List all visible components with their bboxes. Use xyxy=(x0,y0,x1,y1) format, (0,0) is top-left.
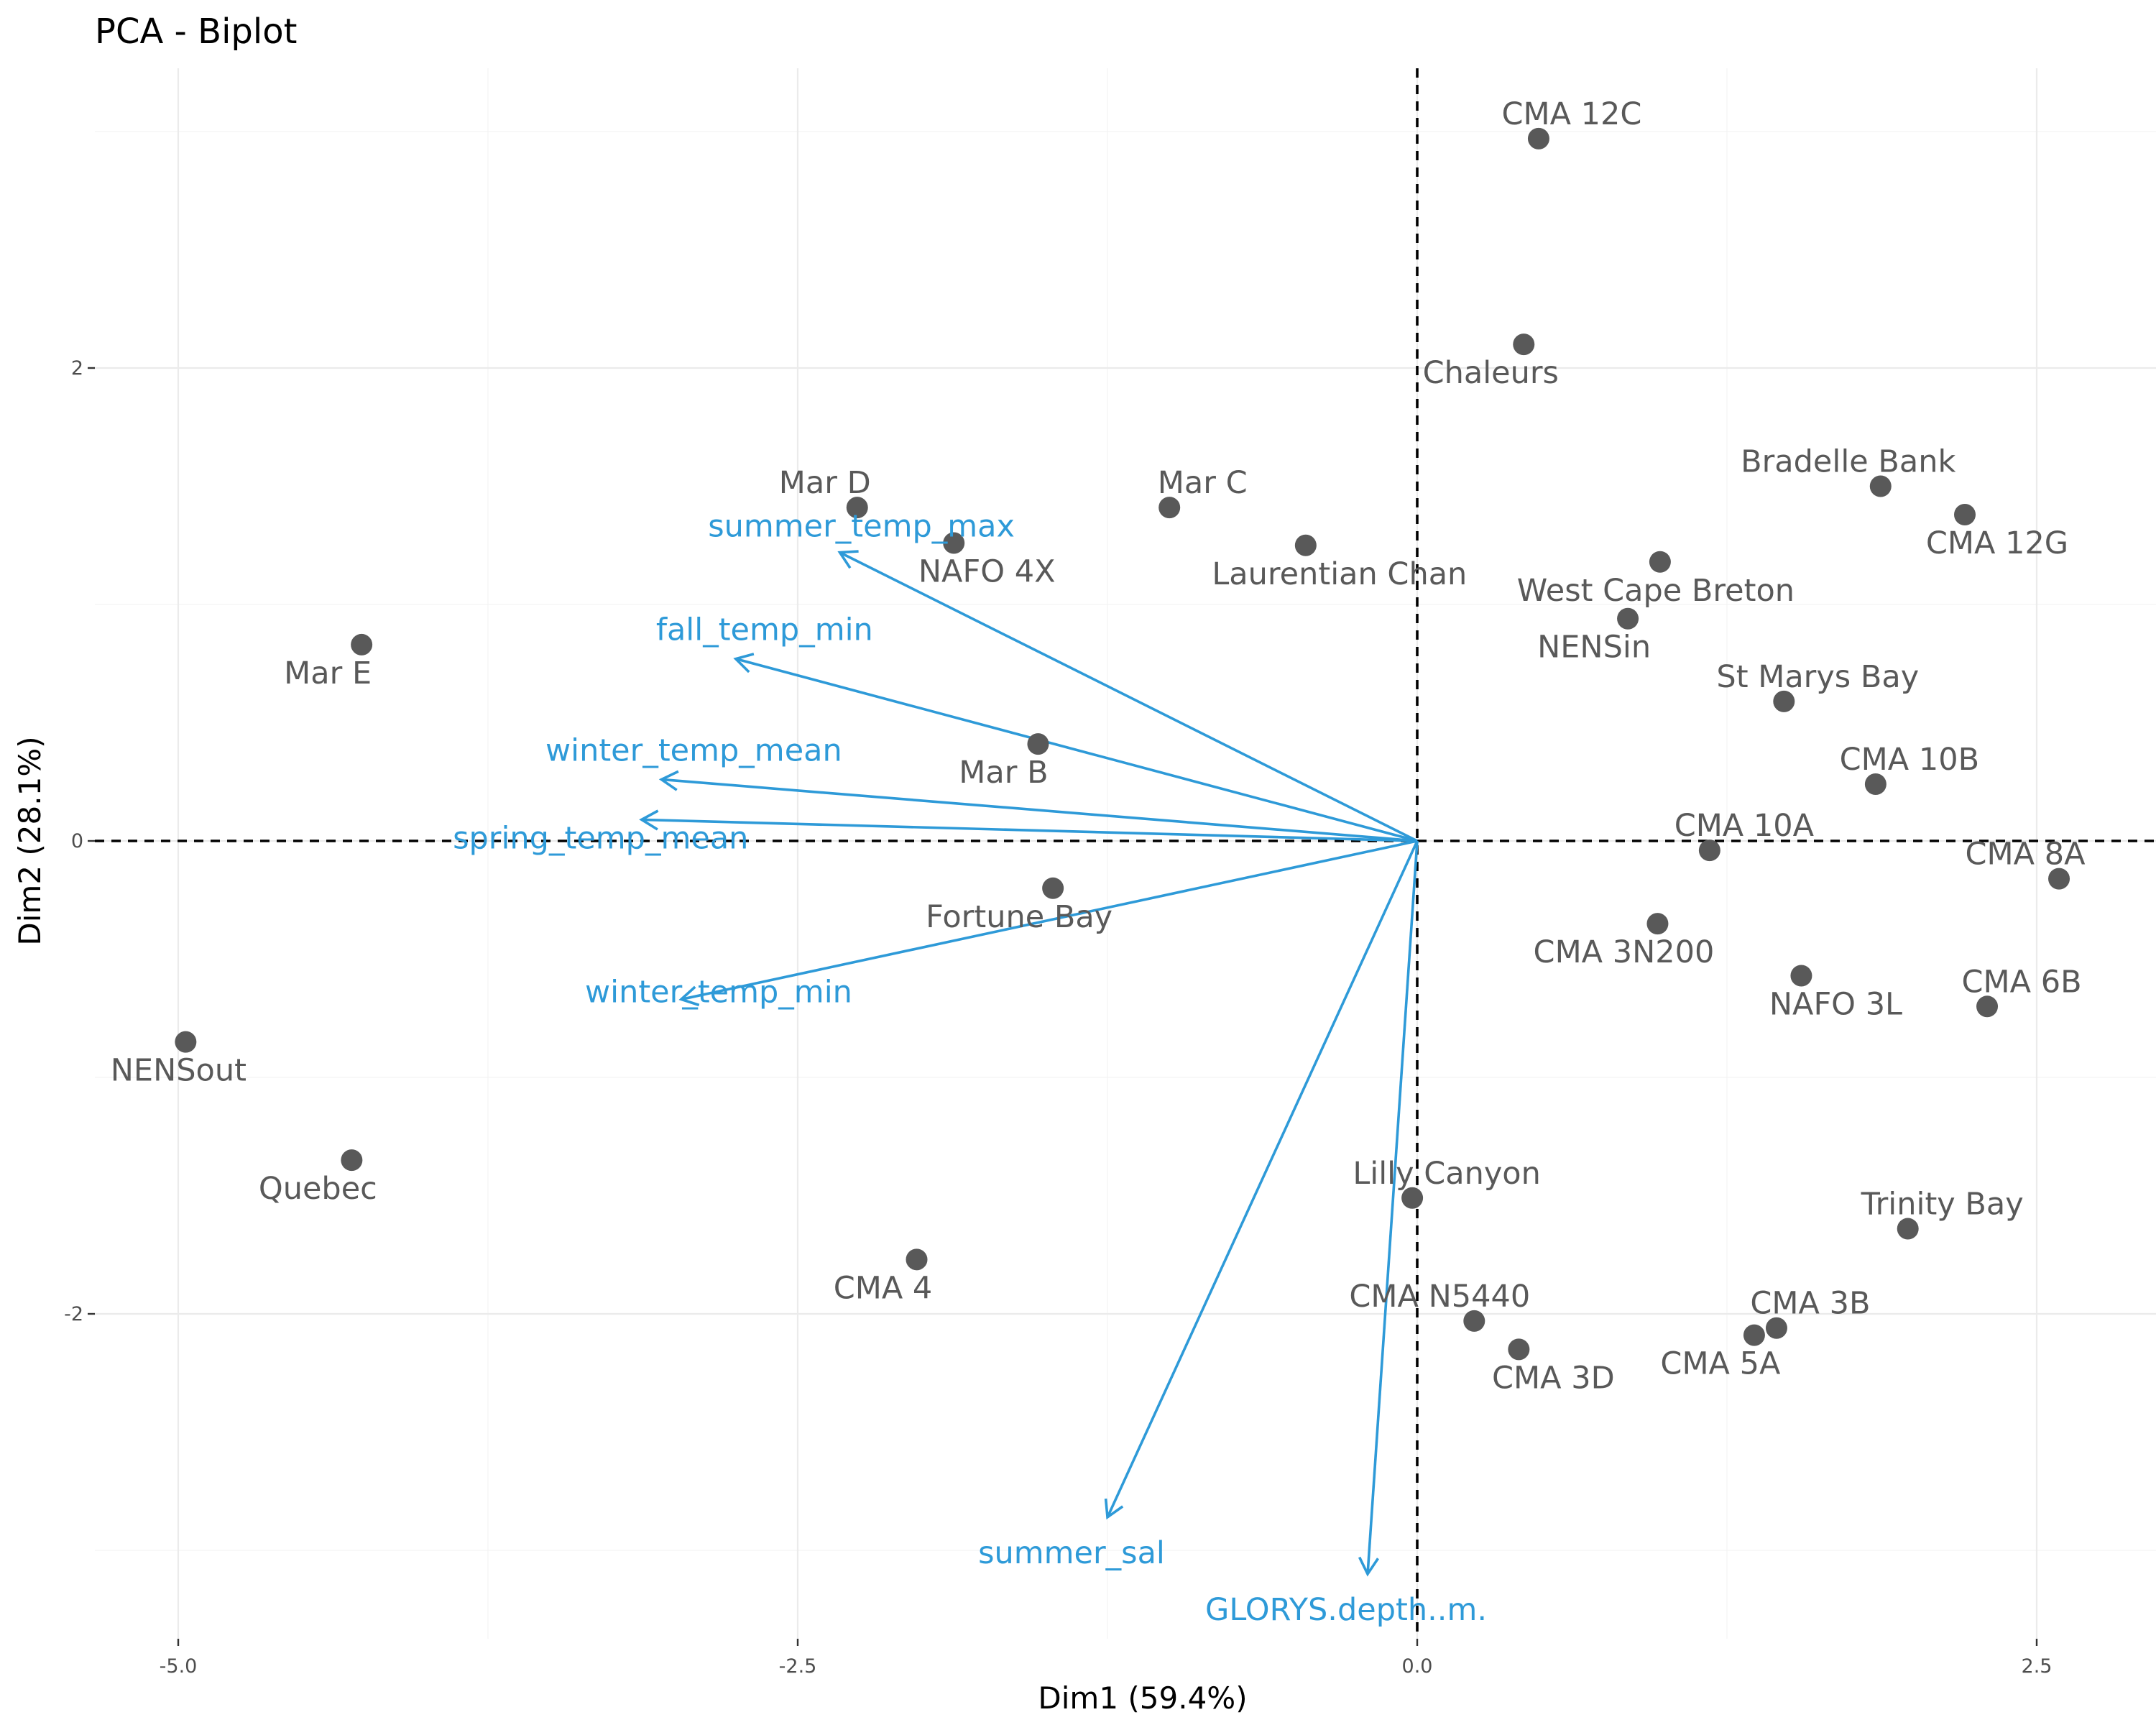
data-point-label: Chaleurs xyxy=(1423,355,1559,391)
data-point-label: CMA 10B xyxy=(1840,742,1979,778)
data-point xyxy=(1027,733,1049,755)
data-point xyxy=(2048,868,2070,890)
data-point xyxy=(175,1031,197,1053)
x-tick-label: 0.0 xyxy=(1402,1655,1433,1678)
major-gridlines xyxy=(95,68,2156,1639)
y-axis-title: Dim2 (28.1%) xyxy=(12,736,47,945)
zero-reference-lines xyxy=(95,68,2156,1639)
x-axis-title: Dim1 (59.4%) xyxy=(1038,1680,1247,1716)
data-point xyxy=(351,633,373,656)
data-point-label: CMA 5A xyxy=(1660,1346,1781,1382)
data-point xyxy=(1513,334,1535,356)
data-point xyxy=(1864,773,1886,796)
observation-labels: CMA 12C Chaleurs Bradelle Bank CMA 12G Mar D… xyxy=(111,96,2086,1396)
data-point xyxy=(1294,534,1317,556)
variable-arrows xyxy=(639,550,1419,1577)
data-point xyxy=(1508,1338,1530,1361)
data-point xyxy=(1401,1187,1424,1209)
axis-ticks: -5.0 -2.5 0.0 2.5 -2 0 2 xyxy=(64,357,2052,1678)
variable-arrowhead xyxy=(1104,1498,1124,1520)
variable-arrowhead xyxy=(837,550,859,569)
observation-points xyxy=(175,127,2070,1361)
y-tick-label: 0 xyxy=(71,830,83,852)
chart-title: PCA - Biplot xyxy=(95,12,297,52)
data-point xyxy=(1158,497,1181,519)
data-point xyxy=(1649,551,1671,573)
x-tick-label: 2.5 xyxy=(2022,1655,2053,1678)
variable-label: summer_sal xyxy=(978,1535,1165,1571)
data-point xyxy=(1698,840,1720,862)
data-point-label: CMA 10A xyxy=(1674,808,1815,844)
data-point-label: Bradelle Bank xyxy=(1741,444,1955,480)
variable-label: fall_temp_min xyxy=(656,612,873,648)
data-point-label: CMA 3N200 xyxy=(1534,934,1715,970)
data-point xyxy=(1463,1310,1485,1332)
data-point-label: CMA 8A xyxy=(1966,837,2086,873)
data-point-label: Mar D xyxy=(779,465,871,501)
data-point-label: NENSout xyxy=(111,1053,247,1089)
variable-label: spring_temp_mean xyxy=(453,820,748,856)
data-point xyxy=(1954,503,1976,525)
data-point-label: CMA N5440 xyxy=(1349,1279,1530,1315)
variable-arrowhead xyxy=(733,653,755,673)
data-point-label: NENSin xyxy=(1537,630,1651,666)
data-point-label: Lilly Canyon xyxy=(1353,1156,1541,1192)
variable-arrow xyxy=(681,840,1418,1001)
data-point xyxy=(1042,877,1064,899)
data-point xyxy=(943,532,965,554)
x-tick-label: -2.5 xyxy=(779,1655,817,1678)
variable-arrowhead xyxy=(678,985,700,1007)
data-point xyxy=(341,1149,363,1172)
data-point xyxy=(1773,690,1795,712)
data-point-label: Laurentian Chan xyxy=(1212,556,1467,592)
data-point xyxy=(906,1248,928,1271)
minor-gridlines xyxy=(95,68,2156,1639)
data-point xyxy=(1527,127,1549,150)
data-point-label: CMA 12G xyxy=(1926,525,2068,561)
data-point xyxy=(846,497,868,519)
data-point-label: Mar E xyxy=(284,656,372,691)
variable-arrow xyxy=(661,778,1418,842)
data-point-label: NAFO 4X xyxy=(918,553,1056,589)
variable-arrow xyxy=(839,551,1418,842)
data-point xyxy=(1976,995,1999,1018)
data-point-label: CMA 3B xyxy=(1750,1286,1870,1322)
data-point xyxy=(1765,1317,1787,1339)
y-tick-label: -2 xyxy=(64,1303,83,1325)
data-point xyxy=(1646,913,1669,935)
data-point xyxy=(1897,1218,1919,1240)
data-point-label: St Marys Bay xyxy=(1716,659,1919,695)
data-point-label: CMA 4 xyxy=(834,1270,933,1306)
data-point-label: CMA 6B xyxy=(1962,964,2082,1000)
data-point-label: Mar C xyxy=(1158,465,1248,501)
variable-arrowhead xyxy=(639,809,659,831)
data-point-label: Trinity Bay xyxy=(1861,1187,2024,1223)
data-point-label: CMA 12C xyxy=(1501,96,1641,132)
variable-arrow xyxy=(735,657,1418,842)
variable-arrowhead xyxy=(658,770,679,791)
variable-labels: summer_temp_max fall_temp_min winter_temp_… xyxy=(453,509,1487,1628)
data-point-label: NAFO 3L xyxy=(1769,987,1902,1023)
data-point-label: West Cape Breton xyxy=(1517,573,1795,609)
variable-label: GLORYS.depth..m. xyxy=(1205,1592,1487,1628)
data-point xyxy=(1617,607,1639,630)
variable-arrow xyxy=(1366,840,1419,1575)
y-tick-label: 2 xyxy=(71,357,83,380)
x-tick-label: -5.0 xyxy=(160,1655,198,1678)
variable-label: summer_temp_max xyxy=(708,509,1015,545)
data-point xyxy=(1869,475,1892,497)
data-point xyxy=(1790,965,1812,987)
data-point-label: Quebec xyxy=(259,1171,377,1207)
variable-arrow xyxy=(641,818,1418,842)
data-point-label: Fortune Bay xyxy=(926,899,1112,935)
data-point-label: CMA 3D xyxy=(1492,1360,1615,1396)
variable-arrow xyxy=(1106,840,1419,1518)
data-point xyxy=(1743,1324,1765,1346)
variable-label: winter_temp_min xyxy=(585,974,852,1010)
variable-label: winter_temp_mean xyxy=(545,732,842,768)
data-point-label: Mar B xyxy=(959,755,1048,791)
variable-arrowhead xyxy=(1358,1556,1379,1577)
